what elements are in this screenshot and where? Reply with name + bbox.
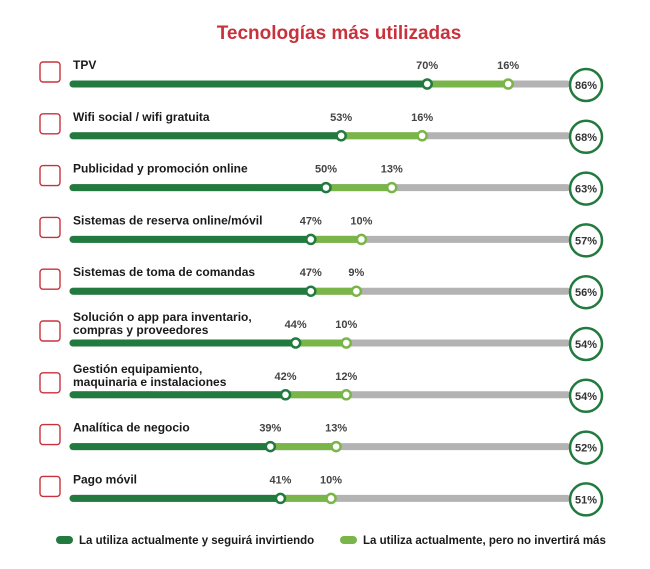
total-circle: [568, 326, 604, 362]
value-label-series2: 16%: [411, 112, 433, 124]
marker-series1: [289, 337, 302, 349]
marker-series2: [350, 285, 363, 297]
order-tablet-icon: [39, 268, 61, 290]
category-label: Publicidad y promoción online: [73, 162, 248, 176]
total-circle: [568, 171, 604, 206]
category-label: Gestión equipamiento,: [73, 362, 202, 376]
value-label-series1: 44%: [285, 319, 307, 331]
mobile-payment-icon: [39, 475, 61, 498]
category-label: TPV: [73, 58, 96, 72]
total-label: 63%: [575, 184, 597, 196]
total-label: 57%: [575, 235, 597, 247]
marker-series1: [335, 130, 347, 142]
marker-series2: [355, 233, 368, 246]
marker-series2: [340, 337, 352, 349]
value-label-series2: 10%: [335, 319, 357, 331]
value-label-series2: 10%: [320, 474, 342, 486]
total-circle: [568, 67, 604, 103]
total-circle: [568, 119, 604, 155]
total-circle: [568, 378, 604, 414]
value-label-series2: 12%: [335, 371, 357, 383]
value-label-series2: 9%: [348, 267, 364, 279]
category-label: compras y proveedores: [73, 323, 209, 337]
cash-register-icon: [39, 61, 61, 83]
value-label-series2: 16%: [497, 60, 519, 72]
value-label-series1: 70%: [416, 60, 438, 72]
total-label: 86%: [575, 80, 597, 92]
category-label: Sistemas de reserva online/móvil: [73, 213, 262, 227]
category-label: Analítica de negocio: [73, 421, 190, 435]
category-label: Pago móvil: [73, 472, 137, 486]
marker-series2: [340, 389, 352, 401]
value-label-series1: 39%: [259, 423, 281, 435]
marker-series2: [330, 440, 342, 453]
legend-label-series2: La utiliza actualmente, pero no invertir…: [363, 535, 606, 547]
total-label: 56%: [575, 287, 597, 299]
value-label-series1: 47%: [300, 215, 322, 227]
category-label: Solución o app para inventario,: [73, 310, 252, 324]
total-circle: [568, 430, 604, 465]
value-label-series2: 13%: [325, 423, 347, 435]
chart-title: Tecnologías más utilizadas: [217, 23, 462, 44]
total-circle: [568, 274, 604, 310]
value-label-series2: 13%: [381, 164, 403, 176]
line-chart-icon: [39, 423, 61, 446]
marker-series2: [416, 130, 428, 142]
total-label: 51%: [575, 494, 597, 506]
value-label-series1: 50%: [315, 164, 337, 176]
tablet-pen-icon: [39, 216, 61, 239]
legend-swatch-series1: [56, 536, 73, 544]
category-label: Sistemas de toma de comandas: [73, 265, 255, 279]
total-label: 54%: [575, 391, 597, 403]
marker-series1: [264, 440, 277, 453]
total-label: 52%: [575, 443, 597, 455]
marker-series1: [421, 78, 433, 90]
marker-series1: [279, 389, 292, 401]
total-label: 54%: [575, 339, 597, 351]
marker-series2: [502, 78, 514, 90]
marker-series1: [305, 285, 317, 297]
total-circle: [568, 223, 604, 258]
marker-series1: [274, 492, 287, 505]
value-label-series1: 42%: [275, 371, 297, 383]
value-label-series2: 10%: [350, 215, 372, 227]
monitor-icon: [39, 372, 61, 394]
people-network-icon: [39, 164, 61, 187]
value-label-series1: 41%: [269, 474, 291, 486]
legend-swatch-series2: [340, 536, 357, 544]
category-label: Wifi social / wifi gratuita: [73, 110, 210, 124]
value-label-series1: 53%: [330, 112, 352, 124]
marker-series2: [325, 492, 337, 505]
value-label-series1: 47%: [300, 267, 322, 279]
category-label: maquinaria e instalaciones: [73, 375, 227, 389]
marker-series1: [305, 233, 317, 246]
total-circle: [568, 482, 604, 517]
total-label: 68%: [575, 132, 597, 144]
marker-series1: [320, 181, 332, 194]
mobile-cart-icon: [39, 320, 61, 342]
marker-series2: [386, 181, 398, 194]
wifi-icon: [39, 113, 61, 135]
legend-label-series1: La utiliza actualmente y seguirá invirti…: [79, 535, 314, 547]
